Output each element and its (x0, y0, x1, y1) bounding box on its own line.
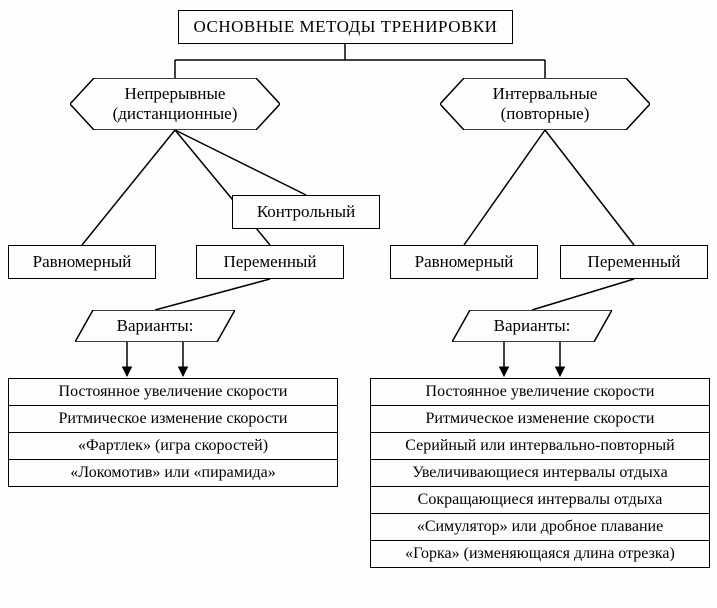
left-branch-line1: Непрерывные (113, 84, 238, 104)
list-item: «Горка» (изменяющаяся длина отрезка) (370, 541, 710, 568)
control-label: Контрольный (257, 202, 355, 222)
title-label: ОСНОВНЫЕ МЕТОДЫ ТРЕНИРОВКИ (194, 17, 498, 37)
left-variants-para: Варианты: (75, 310, 235, 342)
left-variants-label: Варианты: (117, 316, 194, 336)
left-uniform-box: Равномерный (8, 245, 156, 279)
left-uniform-label: Равномерный (33, 252, 132, 272)
control-box: Контрольный (232, 195, 380, 229)
right-branch-line1: Интервальные (493, 84, 598, 104)
left-variable-box: Переменный (196, 245, 344, 279)
list-item: Постоянное увеличение скорости (8, 378, 338, 406)
list-item: «Фартлек» (игра скоростей) (8, 433, 338, 460)
list-item: «Симулятор» или дробное плавание (370, 514, 710, 541)
right-variable-box: Переменный (560, 245, 708, 279)
list-item: Постоянное увеличение скорости (370, 378, 710, 406)
left-list: Постоянное увеличение скоростиРитмическо… (8, 378, 338, 487)
right-branch-hex: Интервальные (повторные) (440, 78, 650, 130)
title-box: ОСНОВНЫЕ МЕТОДЫ ТРЕНИРОВКИ (178, 10, 513, 44)
right-variants-para: Варианты: (452, 310, 612, 342)
left-branch-hex: Непрерывные (дистанционные) (70, 78, 280, 130)
left-variable-label: Переменный (224, 252, 317, 272)
list-item: Увеличивающиеся интервалы отдыха (370, 460, 710, 487)
list-item: Ритмическое изменение скорости (8, 406, 338, 433)
right-variants-label: Варианты: (494, 316, 571, 336)
list-item: Сокращающиеся интервалы отдыха (370, 487, 710, 514)
right-uniform-label: Равномерный (415, 252, 514, 272)
list-item: «Локомотив» или «пирамида» (8, 460, 338, 487)
right-branch-line2: (повторные) (493, 104, 598, 124)
list-item: Серийный или интервально-повторный (370, 433, 710, 460)
list-item: Ритмическое изменение скорости (370, 406, 710, 433)
right-list: Постоянное увеличение скоростиРитмическо… (370, 378, 710, 568)
right-variable-label: Переменный (588, 252, 681, 272)
right-uniform-box: Равномерный (390, 245, 538, 279)
left-branch-line2: (дистанционные) (113, 104, 238, 124)
